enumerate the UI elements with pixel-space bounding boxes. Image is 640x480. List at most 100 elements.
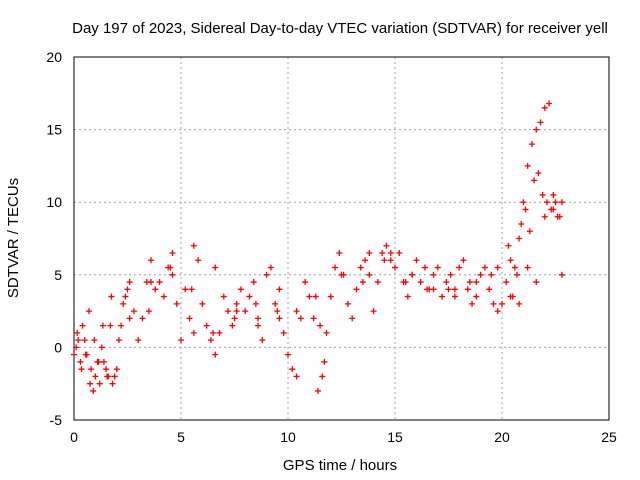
data-point <box>126 279 133 286</box>
data-point <box>130 308 137 315</box>
data-point <box>78 366 85 373</box>
data-point <box>285 351 291 358</box>
data-point <box>82 351 89 358</box>
data-point <box>145 308 152 315</box>
data-point <box>259 337 266 344</box>
data-point <box>494 308 501 315</box>
data-point <box>124 286 131 293</box>
data-point <box>409 271 416 278</box>
data-point <box>250 279 257 286</box>
data-point <box>374 279 381 286</box>
data-point <box>362 257 369 264</box>
data-point <box>558 199 565 206</box>
data-point <box>203 322 210 329</box>
data-point <box>120 300 127 307</box>
data-point <box>188 286 195 293</box>
data-point <box>490 300 497 307</box>
data-point <box>233 300 240 307</box>
data-point <box>280 329 287 336</box>
y-tick-label: 10 <box>46 194 62 210</box>
y-tick-label: 5 <box>54 267 62 283</box>
data-point <box>115 337 122 344</box>
data-point <box>460 257 467 264</box>
data-point <box>359 279 366 286</box>
data-point <box>511 264 518 271</box>
data-point <box>302 279 309 286</box>
data-point <box>231 315 238 322</box>
data-point <box>494 264 501 271</box>
data-point <box>96 380 103 387</box>
data-point <box>404 293 411 300</box>
data-points <box>71 100 565 394</box>
data-point <box>91 337 98 344</box>
data-point <box>535 170 542 177</box>
data-point <box>274 308 281 315</box>
data-point <box>516 300 523 307</box>
data-point <box>92 373 99 380</box>
data-point <box>104 373 111 380</box>
data-point <box>126 315 133 322</box>
data-point <box>541 104 548 111</box>
data-point <box>199 300 206 307</box>
data-point <box>107 322 114 329</box>
data-point <box>533 126 540 133</box>
data-point <box>392 264 398 271</box>
data-point <box>173 300 180 307</box>
data-point <box>558 271 565 278</box>
data-point <box>276 286 283 293</box>
data-point <box>306 293 313 300</box>
data-point <box>439 293 446 300</box>
data-point <box>210 329 217 336</box>
data-point <box>233 308 240 315</box>
data-point <box>220 293 227 300</box>
data-point <box>246 293 253 300</box>
data-point <box>513 271 520 278</box>
data-point <box>539 191 546 198</box>
data-point <box>297 315 304 322</box>
data-point <box>548 206 555 213</box>
data-point <box>520 199 527 206</box>
data-point <box>276 315 283 322</box>
data-point <box>477 271 484 278</box>
x-tick-label: 20 <box>494 429 510 445</box>
data-point <box>505 242 512 249</box>
x-tick-label: 15 <box>387 429 403 445</box>
data-point <box>456 264 463 271</box>
data-point <box>357 264 364 271</box>
data-point <box>216 329 223 336</box>
data-point <box>338 271 345 278</box>
data-point <box>79 322 86 329</box>
data-point <box>100 358 107 365</box>
data-point <box>152 286 159 293</box>
data-point <box>252 300 259 307</box>
data-point <box>447 271 454 278</box>
data-point <box>503 279 510 286</box>
data-point <box>90 387 97 394</box>
data-point <box>289 366 296 373</box>
data-point <box>212 264 219 271</box>
data-point <box>516 235 523 242</box>
data-point <box>546 100 553 107</box>
data-point <box>524 162 531 169</box>
data-point <box>379 250 386 257</box>
data-point <box>402 279 409 286</box>
data-point <box>312 293 319 300</box>
data-point <box>148 257 155 264</box>
y-axis-label: SDTVAR / TECUs <box>5 178 22 298</box>
data-point <box>98 344 105 351</box>
data-point <box>473 293 480 300</box>
plot-frame <box>73 56 610 421</box>
data-point <box>473 279 480 286</box>
data-point <box>255 315 262 322</box>
data-point <box>466 279 473 286</box>
data-point <box>518 220 525 227</box>
data-point <box>445 286 452 293</box>
data-point <box>507 293 514 300</box>
data-point <box>366 250 373 257</box>
data-point <box>113 366 120 373</box>
data-point <box>323 329 330 336</box>
data-point <box>413 257 420 264</box>
y-tick-label: 20 <box>46 49 62 65</box>
data-point <box>178 337 184 344</box>
